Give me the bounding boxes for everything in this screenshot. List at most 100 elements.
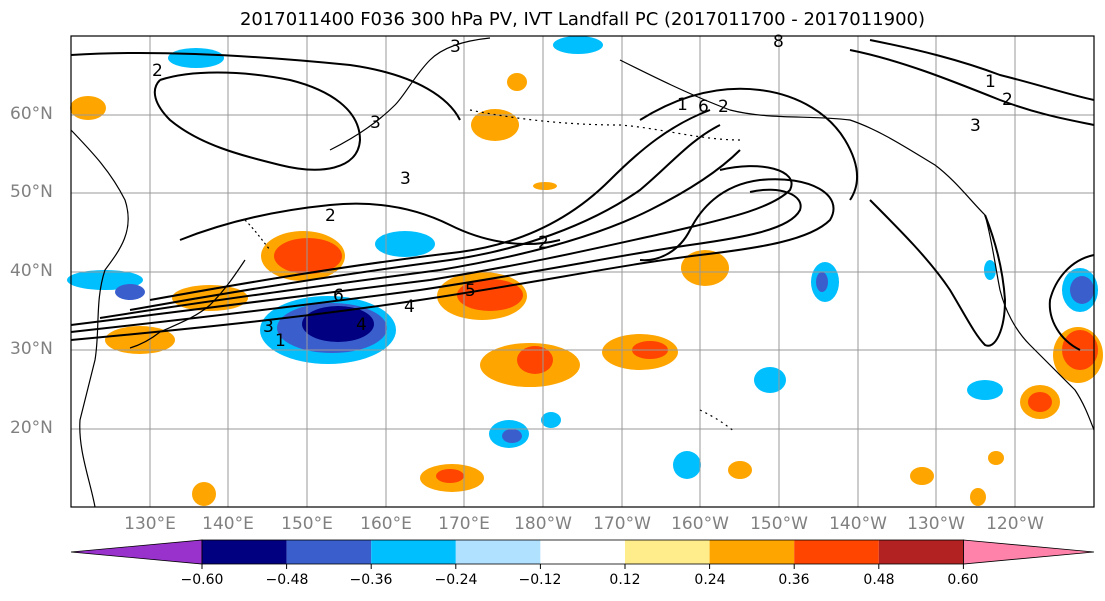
lat-label: 30°N <box>10 339 53 359</box>
pv-contour <box>179 202 561 246</box>
pv-negative-anomaly <box>967 380 1003 400</box>
lat-label: 20°N <box>10 418 53 438</box>
colorbar-frame <box>201 539 964 565</box>
colorbar-tick-label: 0.60 <box>947 572 979 588</box>
pv-contour <box>1048 254 1095 351</box>
contour-label: 3 <box>263 317 274 337</box>
colorbar-tick-label: −0.36 <box>349 572 393 588</box>
pv-negative-anomaly <box>302 306 374 342</box>
contour-label: 3 <box>970 116 981 136</box>
north-america-coastline <box>984 214 1095 431</box>
japan-coastline <box>129 259 246 349</box>
contour-label: 2 <box>538 233 549 253</box>
pv-negative-anomaly <box>168 48 224 68</box>
pv-negative-anomaly <box>541 412 561 428</box>
pv-contour <box>70 188 802 333</box>
asia-coastline <box>70 129 129 508</box>
pv-negative-anomaly <box>754 367 786 393</box>
colorbar-segment <box>625 540 710 564</box>
lon-label: 120°W <box>986 514 1044 534</box>
aleutian-islands <box>469 109 741 141</box>
colorbar-segment <box>878 540 964 564</box>
colorbar-segment <box>202 540 287 564</box>
pv-contour <box>849 49 1095 126</box>
pv-contour <box>99 149 741 319</box>
pv-contour <box>70 178 835 341</box>
contour-label: 1 <box>275 331 286 351</box>
colorbar-extend-low <box>70 539 203 565</box>
colorbar-tick-label: 0.12 <box>609 572 641 588</box>
colorbar-tick-label: 0.48 <box>863 572 895 588</box>
pv-positive-anomaly <box>970 488 986 506</box>
lon-label: 180°W <box>514 514 572 534</box>
contour-label: 5 <box>465 281 476 301</box>
pv-positive-anomaly <box>105 326 175 354</box>
pv-positive-anomaly <box>436 469 464 483</box>
pv-contour <box>869 39 1095 101</box>
contour-label: 4 <box>356 315 367 335</box>
colorbar-tick-label: −0.48 <box>265 572 309 588</box>
colorbar-tick-label: 0.24 <box>694 572 726 588</box>
pv-positive-anomaly <box>988 451 1004 465</box>
colorbar-tick-label: 0.36 <box>778 572 810 588</box>
contour-label: 2 <box>325 206 336 226</box>
pv-positive-anomaly <box>192 482 216 506</box>
pv-positive-anomaly <box>910 467 934 485</box>
lon-label: 130°E <box>124 514 176 534</box>
lon-label: 140°W <box>829 514 887 534</box>
pv-positive-anomaly <box>1028 392 1052 412</box>
colorbar-segment <box>455 540 541 564</box>
lat-label: 50°N <box>10 182 53 202</box>
lon-label: 170°E <box>438 514 490 534</box>
pv-negative-anomaly <box>115 284 145 300</box>
contour-label: 6 <box>333 286 344 306</box>
pv-negative-anomaly <box>553 36 603 54</box>
map-title: 2017011400 F036 300 hPa PV, IVT Landfall… <box>239 9 926 30</box>
lon-label: 160°E <box>360 514 412 534</box>
colorbar-tick-label: −0.60 <box>180 572 224 588</box>
colorbar-ticks <box>201 564 964 569</box>
pv-negative-anomaly <box>984 260 996 280</box>
pv-anomaly-shading <box>67 36 1103 506</box>
pv-positive-anomaly <box>70 96 106 120</box>
colorbar-extend-high <box>963 539 1095 565</box>
pv-negative-anomaly <box>502 429 522 443</box>
pv-negative-anomaly <box>673 451 701 479</box>
contour-label: 2 <box>152 61 163 81</box>
colorbar-tick-label: −0.24 <box>434 572 478 588</box>
pv-positive-anomaly <box>517 346 553 374</box>
contour-label: 4 <box>404 297 415 317</box>
contour-label: 2 <box>718 97 729 117</box>
coastlines <box>70 37 1095 508</box>
hawaii-islands <box>699 409 736 433</box>
colorbar-segment <box>794 540 879 564</box>
contour-labels: 2 3 3 2 3 1 2 3 2 6 4 5 4 1 3 1 6 2 8 <box>152 32 1013 351</box>
lat-label: 40°N <box>10 261 53 281</box>
contour-label: 6 <box>698 97 709 117</box>
lon-label: 140°E <box>202 514 254 534</box>
lon-label: 170°W <box>593 514 651 534</box>
pv-contour <box>70 52 461 121</box>
pv-positive-anomaly <box>533 182 557 190</box>
pv-negative-anomaly <box>1070 276 1094 304</box>
alaska-coastline <box>619 59 986 216</box>
colorbar-segment <box>709 540 795 564</box>
map-frame <box>70 35 1095 508</box>
contour-label: 8 <box>773 32 784 52</box>
pv-positive-anomaly <box>471 109 519 141</box>
contour-label: 1 <box>985 72 996 92</box>
contour-label: 1 <box>677 95 688 115</box>
kuril-islands <box>244 219 271 251</box>
pv-contours <box>70 39 1095 351</box>
lon-label: 150°W <box>750 514 808 534</box>
pv-positive-anomaly <box>274 238 342 274</box>
pv-negative-anomaly <box>375 231 435 257</box>
lon-label: 160°W <box>671 514 729 534</box>
pv-contour <box>153 71 362 171</box>
contour-label: 3 <box>450 37 461 57</box>
pv-negative-anomaly <box>816 272 828 292</box>
pv-contour <box>129 124 721 311</box>
colorbar-segment <box>540 540 625 564</box>
lon-label: 150°E <box>281 514 333 534</box>
